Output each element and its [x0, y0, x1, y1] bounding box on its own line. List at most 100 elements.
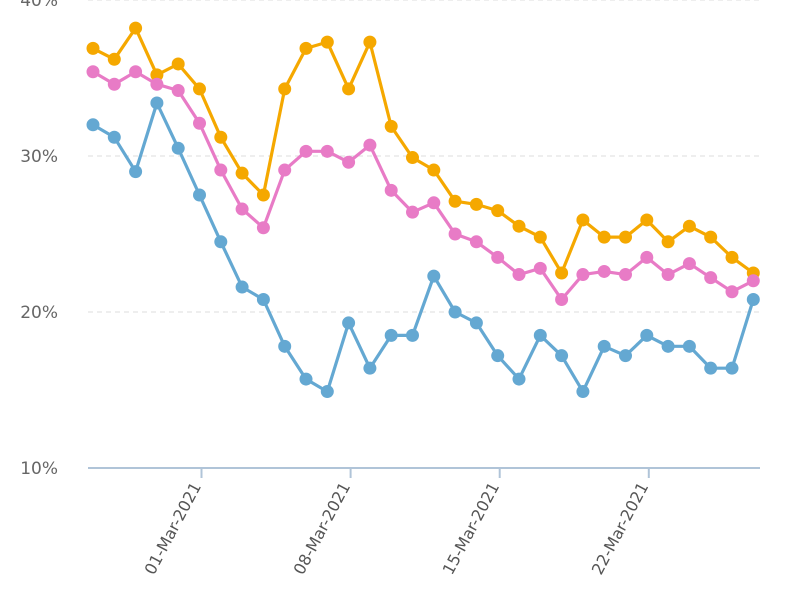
data-point[interactable]	[278, 163, 292, 177]
data-point[interactable]	[640, 213, 654, 227]
data-point[interactable]	[214, 130, 228, 144]
series-layer	[86, 21, 760, 399]
data-point[interactable]	[235, 280, 249, 294]
x-axis: 01-Mar-2021 08-Mar-2021 15-Mar-2021 22-Mar-…	[88, 467, 760, 578]
series-line	[92, 70, 755, 302]
data-point[interactable]	[555, 349, 569, 363]
data-point[interactable]	[214, 235, 228, 249]
data-point[interactable]	[576, 213, 590, 227]
data-point[interactable]	[512, 268, 526, 282]
data-point[interactable]	[448, 194, 462, 208]
data-point[interactable]	[299, 41, 313, 55]
data-point[interactable]	[682, 339, 696, 353]
data-point[interactable]	[469, 197, 483, 211]
data-point[interactable]	[384, 328, 398, 342]
data-point[interactable]	[427, 196, 441, 210]
data-point[interactable]	[491, 204, 505, 218]
data-point[interactable]	[193, 188, 206, 202]
data-point[interactable]	[427, 163, 441, 177]
data-point[interactable]	[150, 77, 164, 91]
data-point[interactable]	[107, 130, 121, 144]
data-point[interactable]	[555, 266, 569, 280]
data-point[interactable]	[384, 183, 398, 197]
data-point[interactable]	[469, 316, 483, 330]
data-point[interactable]	[86, 118, 100, 132]
data-point[interactable]	[278, 82, 292, 96]
data-point[interactable]	[384, 119, 398, 133]
data-point[interactable]	[682, 219, 696, 233]
data-point[interactable]	[491, 250, 505, 264]
data-point[interactable]	[235, 166, 249, 180]
data-point[interactable]	[704, 361, 718, 375]
data-point[interactable]	[299, 144, 313, 158]
data-point[interactable]	[725, 285, 739, 299]
data-point[interactable]	[150, 96, 164, 110]
data-point[interactable]	[597, 230, 611, 244]
data-point[interactable]	[448, 227, 462, 241]
data-point[interactable]	[193, 116, 206, 130]
data-point[interactable]	[363, 35, 377, 49]
data-point[interactable]	[533, 230, 547, 244]
data-point[interactable]	[661, 339, 675, 353]
data-point[interactable]	[704, 271, 718, 285]
data-point[interactable]	[342, 316, 356, 330]
data-point[interactable]	[320, 144, 334, 158]
data-point[interactable]	[725, 361, 739, 375]
data-point[interactable]	[363, 361, 377, 375]
data-point[interactable]	[746, 274, 760, 288]
data-point[interactable]	[107, 52, 121, 66]
data-point[interactable]	[704, 230, 718, 244]
data-point[interactable]	[597, 264, 611, 278]
data-point[interactable]	[682, 257, 696, 271]
data-point[interactable]	[512, 372, 526, 386]
data-point[interactable]	[171, 83, 185, 97]
data-point[interactable]	[576, 385, 590, 399]
data-point[interactable]	[661, 268, 675, 282]
data-point[interactable]	[150, 68, 164, 82]
series-1	[86, 65, 760, 307]
data-point[interactable]	[256, 221, 270, 235]
data-point[interactable]	[406, 151, 419, 165]
data-point[interactable]	[661, 235, 675, 249]
data-point[interactable]	[363, 138, 377, 152]
data-point[interactable]	[640, 328, 654, 342]
data-point[interactable]	[278, 339, 292, 353]
data-point[interactable]	[746, 293, 760, 307]
data-point[interactable]	[235, 202, 249, 216]
data-point[interactable]	[86, 65, 100, 79]
data-point[interactable]	[555, 293, 569, 307]
data-point[interactable]	[342, 82, 356, 96]
data-point[interactable]	[619, 268, 632, 282]
x-tick-label: 08-Mar-2021	[290, 479, 355, 578]
data-point[interactable]	[619, 230, 632, 244]
data-point[interactable]	[256, 188, 270, 202]
data-point[interactable]	[725, 250, 739, 264]
data-point[interactable]	[193, 82, 206, 96]
data-point[interactable]	[533, 328, 547, 342]
data-point[interactable]	[491, 349, 505, 363]
data-point[interactable]	[129, 21, 143, 35]
data-point[interactable]	[129, 165, 143, 179]
data-point[interactable]	[342, 155, 356, 169]
data-point[interactable]	[320, 385, 334, 399]
data-point[interactable]	[107, 77, 121, 91]
data-point[interactable]	[619, 349, 632, 363]
data-point[interactable]	[129, 65, 143, 79]
data-point[interactable]	[576, 268, 590, 282]
data-point[interactable]	[512, 219, 526, 233]
data-point[interactable]	[299, 372, 313, 386]
data-point[interactable]	[406, 328, 419, 342]
data-point[interactable]	[640, 250, 654, 264]
data-point[interactable]	[427, 269, 441, 283]
data-point[interactable]	[448, 305, 462, 319]
data-point[interactable]	[214, 163, 228, 177]
data-point[interactable]	[171, 141, 185, 155]
data-point[interactable]	[256, 293, 270, 307]
data-point[interactable]	[469, 235, 483, 249]
data-point[interactable]	[171, 57, 185, 71]
data-point[interactable]	[86, 41, 100, 55]
data-point[interactable]	[320, 35, 334, 49]
data-point[interactable]	[597, 339, 611, 353]
data-point[interactable]	[533, 261, 547, 275]
data-point[interactable]	[406, 205, 419, 219]
